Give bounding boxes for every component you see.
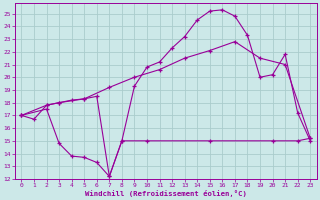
X-axis label: Windchill (Refroidissement éolien,°C): Windchill (Refroidissement éolien,°C) <box>85 190 247 197</box>
